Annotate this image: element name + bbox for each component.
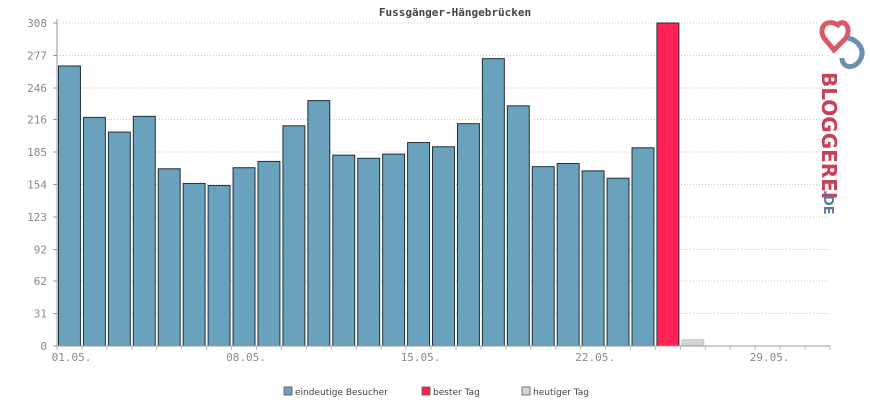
x-tick-label: 08.05.: [226, 351, 266, 364]
legend: eindeutige Besucher bester Tag heutiger Ta…: [283, 386, 589, 398]
bar: [681, 339, 705, 347]
bar: [531, 166, 555, 347]
y-tick-label: 308: [27, 17, 47, 30]
bar: [107, 131, 131, 347]
bar: [506, 105, 530, 347]
legend-swatch: [421, 386, 431, 396]
bar: [656, 22, 680, 347]
legend-swatch: [521, 386, 531, 396]
y-tick-label: 123: [27, 211, 47, 224]
legend-label: bester Tag: [433, 388, 480, 398]
x-tick-label: 22.05.: [575, 351, 615, 364]
logo-text: BLOGGEREI: [817, 72, 841, 199]
bloggerei-logo: BLOGGEREI .DE: [817, 20, 865, 215]
x-tick-label: 15.05.: [401, 351, 441, 364]
x-axis-ticks: 01.05. 08.05. 15.05. 22.05. 29.05.: [52, 346, 831, 364]
y-tick-label: 185: [27, 146, 47, 159]
x-tick-label: 01.05.: [52, 351, 92, 364]
bar: [407, 142, 431, 347]
y-tick-label: 0: [40, 340, 47, 353]
bar: [82, 116, 106, 347]
bar: [282, 125, 306, 347]
y-axis-ticks: 0 31 62 92 123 154 185 216 246 277 308: [27, 17, 57, 353]
bar: [257, 160, 281, 347]
bar: [357, 157, 381, 347]
y-tick-label: 154: [27, 179, 47, 192]
bar: [606, 177, 630, 347]
y-tick-label: 62: [34, 275, 47, 288]
bar: [307, 100, 331, 347]
legend-label: eindeutige Besucher: [295, 388, 388, 398]
y-tick-label: 246: [27, 82, 47, 95]
logo-suffix: .DE: [820, 190, 835, 215]
legend-swatch: [283, 386, 293, 396]
bars: [58, 22, 705, 347]
bar: [481, 58, 505, 347]
bar: [382, 153, 406, 347]
y-tick-label: 31: [34, 307, 47, 320]
chart-title: Fussgänger-Hängebrücken: [379, 6, 531, 19]
bar: [157, 168, 181, 347]
bar: [432, 146, 455, 347]
y-tick-label: 277: [27, 50, 47, 63]
bar: [58, 65, 81, 347]
bar: [207, 185, 231, 347]
bar: [132, 115, 156, 347]
x-tick-label: 29.05.: [750, 351, 790, 364]
bar: [581, 170, 605, 347]
bar: [182, 182, 206, 347]
legend-label: heutiger Tag: [533, 388, 589, 398]
y-tick-label: 92: [34, 244, 47, 257]
bar: [456, 123, 480, 347]
bar: [556, 163, 580, 347]
logo-heart-icon: [819, 20, 865, 69]
axes: [56, 19, 830, 347]
bar: [631, 147, 655, 347]
bar: [332, 154, 356, 347]
bar: [232, 167, 256, 347]
y-tick-label: 216: [27, 113, 47, 126]
